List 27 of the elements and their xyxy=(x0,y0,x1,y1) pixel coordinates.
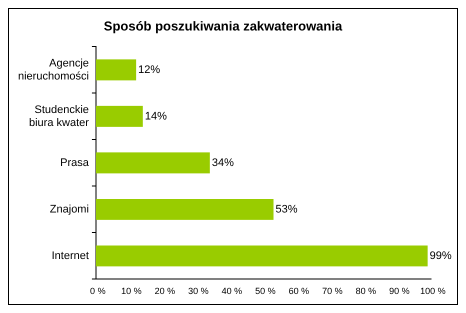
x-tick-label: 80 % xyxy=(356,286,376,296)
x-tick-label: 40 % xyxy=(222,286,242,296)
x-tick-label: 20 % xyxy=(154,286,176,296)
data-label: 14% xyxy=(144,110,168,122)
bar xyxy=(96,198,274,220)
y-tick-label: Prasa xyxy=(60,156,90,169)
data-label: 53% xyxy=(276,203,298,216)
y-tick-label: Agencje nieruchomości xyxy=(18,57,89,82)
data-label: 99% xyxy=(430,250,452,262)
x-tick-label: 0 % xyxy=(90,286,106,296)
x-tick-label: 100 % xyxy=(420,286,446,296)
x-tick-label: 90 % xyxy=(389,286,410,296)
y-tick-label: Znajomi xyxy=(50,203,89,216)
y-tick-label: Internet xyxy=(52,250,89,262)
chart-title: Sposób poszukiwania zakwaterowania xyxy=(104,18,343,34)
x-tick-label: 50 % xyxy=(255,286,276,296)
data-label: 34% xyxy=(212,156,234,169)
data-label: 12% xyxy=(138,64,160,76)
bar xyxy=(96,152,210,174)
y-tick-label: Studenckie biura kwater xyxy=(29,104,90,130)
x-tick-label: 70 % xyxy=(322,286,343,296)
bar xyxy=(96,59,136,80)
bar xyxy=(96,106,143,127)
bar xyxy=(96,245,428,266)
x-tick-label: 30 % xyxy=(188,286,209,296)
x-tick-label: 10 % xyxy=(121,286,142,296)
x-tick-label: 60 % xyxy=(288,286,310,296)
